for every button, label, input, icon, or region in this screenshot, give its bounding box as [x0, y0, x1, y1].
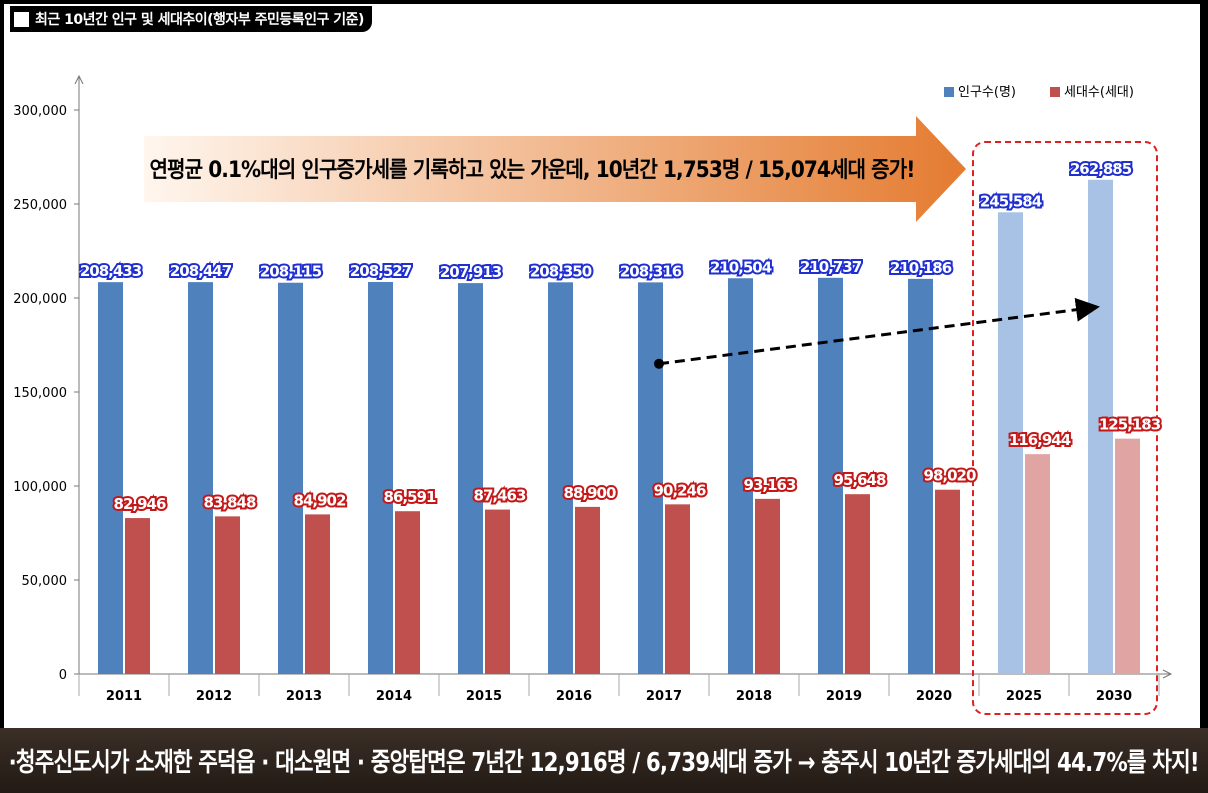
bar-households: [125, 518, 150, 674]
data-label-households: 82,946: [114, 495, 166, 513]
bar-households: [1115, 438, 1140, 674]
data-label-households: 90,246: [654, 481, 706, 499]
trend-dashed-line: [658, 297, 1100, 366]
y-tick-label: 100,000: [13, 480, 67, 495]
data-label-households: 95,648: [834, 471, 886, 489]
chart-svg: 0 50,000 100,000 150,000 200,000 250,000 300,0…: [13, 74, 1173, 715]
y-tick-label: 50,000: [22, 574, 68, 589]
bar-population: [638, 282, 663, 674]
bar-households: [215, 516, 240, 674]
bar-households: [575, 506, 600, 674]
legend: 인구수(명) 세대수(세대): [944, 85, 1134, 100]
y-tick-label: 0: [59, 668, 67, 683]
x-tick-label: 2015: [466, 689, 502, 704]
bar-population: [368, 281, 393, 674]
data-label-population: 208,447: [170, 262, 232, 280]
bar-population: [1088, 179, 1113, 675]
data-label-population: 245,584: [980, 192, 1042, 210]
chart-title-bar: 최근 10년간 인구 및 세대추이(행자부 주민등록인구 기준): [10, 6, 372, 32]
square-bullet-icon: [14, 11, 29, 27]
bar-population: [998, 212, 1023, 675]
x-tick-label: 2018: [736, 689, 772, 704]
data-label-households: 93,163: [744, 476, 796, 494]
x-tick-label: 2016: [556, 689, 592, 704]
x-tick-label: 2017: [646, 689, 682, 704]
x-tick-label: 2020: [916, 689, 952, 704]
bar-households: [665, 504, 690, 674]
legend-swatch-households: [1050, 87, 1060, 97]
data-label-households: 88,900: [564, 484, 616, 502]
data-label-population: 208,433: [80, 262, 142, 280]
axes: 0 50,000 100,000 150,000 200,000 250,000 300,0…: [13, 74, 1173, 704]
bar-households: [755, 498, 780, 674]
bar-population: [278, 282, 303, 674]
bar-households: [395, 511, 420, 674]
bar-households: [305, 514, 330, 674]
bar-population: [908, 278, 933, 674]
x-tick-label: 2019: [826, 689, 862, 704]
x-axis-arrow-icon: [1162, 669, 1173, 679]
data-label-households: 86,591: [384, 488, 436, 506]
footer-banner: ·청주신도시가 소재한 주덕읍 · 대소원면 · 중앙탑면은 7년간 12,91…: [0, 728, 1208, 793]
data-label-population: 210,737: [800, 258, 862, 276]
data-label-population: 262,885: [1070, 160, 1132, 178]
data-label-population: 210,504: [710, 258, 772, 276]
data-label-population: 207,913: [440, 263, 502, 281]
bar-population: [188, 282, 213, 674]
y-tick-label: 200,000: [13, 292, 67, 307]
footer-text: ·청주신도시가 소재한 주덕읍 · 대소원면 · 중앙탑면은 7년간 12,91…: [8, 748, 1200, 778]
banner-text: 연평균 0.1%대의 인구증가세를 기록하고 있는 가운데, 10년간 1,75…: [150, 158, 915, 183]
x-tick-label: 2025: [1006, 689, 1042, 704]
x-tick-label: 2014: [376, 689, 412, 704]
bar-households: [845, 494, 870, 674]
data-labels: 208,433 82,946 208,447 83,848 208,115 84,902 2…: [78, 158, 1164, 515]
data-label-population: 208,316: [620, 262, 682, 280]
chart-title: 최근 10년간 인구 및 세대추이(행자부 주민등록인구 기준): [35, 12, 364, 28]
bar-households: [1025, 454, 1050, 674]
bar-households: [485, 509, 510, 674]
forecast-highlight-box: [972, 141, 1158, 715]
bar-population: [548, 282, 573, 674]
legend-label-population: 인구수(명): [958, 85, 1016, 100]
data-label-households: 98,020: [924, 467, 976, 485]
bar-households: [935, 489, 960, 674]
forecast-dashed-border: [972, 141, 1158, 715]
y-tick-label: 150,000: [13, 386, 67, 401]
y-tick-label: 250,000: [13, 198, 67, 213]
x-tick-label: 2013: [286, 689, 322, 704]
data-label-households: 87,463: [474, 487, 526, 505]
x-tick-label: 2030: [1096, 689, 1132, 704]
chart-frame: 0 50,000 100,000 150,000 200,000 250,000 300,0…: [4, 4, 1200, 728]
bar-population: [98, 282, 123, 674]
banner-arrow: 연평균 0.1%대의 인구증가세를 기록하고 있는 가운데, 10년간 1,75…: [144, 116, 966, 222]
data-label-population: 208,350: [530, 262, 592, 280]
banner-arrow-shape: [144, 116, 966, 222]
x-tick-label: 2012: [196, 689, 232, 704]
data-label-households: 116,944: [1009, 431, 1071, 449]
data-label-population: 208,115: [260, 263, 322, 281]
legend-label-households: 세대수(세대): [1064, 85, 1134, 100]
y-axis-arrow-icon: [74, 74, 84, 85]
data-label-population: 210,186: [890, 259, 952, 277]
bar-population: [458, 283, 483, 674]
trend-arrow: [654, 297, 1100, 369]
y-tick-label: 300,000: [13, 104, 67, 119]
data-label-households: 84,902: [294, 491, 346, 509]
x-tick-label: 2011: [106, 689, 142, 704]
bar-population: [728, 278, 753, 674]
bars: [98, 179, 1140, 675]
legend-swatch-population: [944, 87, 954, 97]
data-label-households: 83,848: [204, 493, 256, 511]
data-label-households: 125,183: [1099, 416, 1161, 434]
data-label-population: 208,527: [350, 262, 412, 280]
